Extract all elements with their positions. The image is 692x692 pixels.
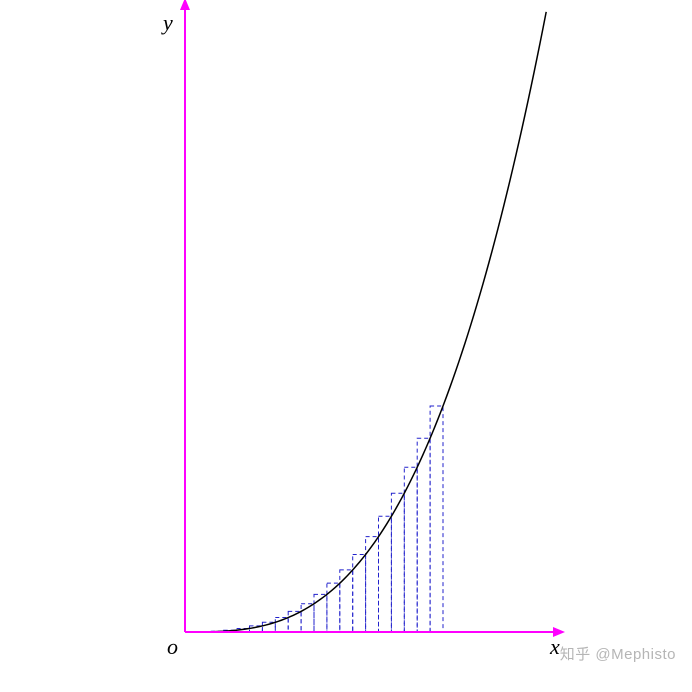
y-axis-label: y <box>161 10 173 35</box>
watermark-text: 知乎 @Mephisto <box>560 643 676 664</box>
riemann-bar <box>327 583 340 632</box>
riemann-bar <box>430 406 443 632</box>
x-axis-label: x <box>549 634 560 659</box>
riemann-bar <box>353 554 366 632</box>
riemann-bars <box>185 406 443 632</box>
riemann-sum-plot: x y o <box>0 0 692 692</box>
origin-label: o <box>167 634 178 659</box>
riemann-bar <box>404 467 417 632</box>
function-curve <box>185 12 546 632</box>
riemann-bar <box>417 438 430 632</box>
riemann-bar <box>340 570 353 632</box>
